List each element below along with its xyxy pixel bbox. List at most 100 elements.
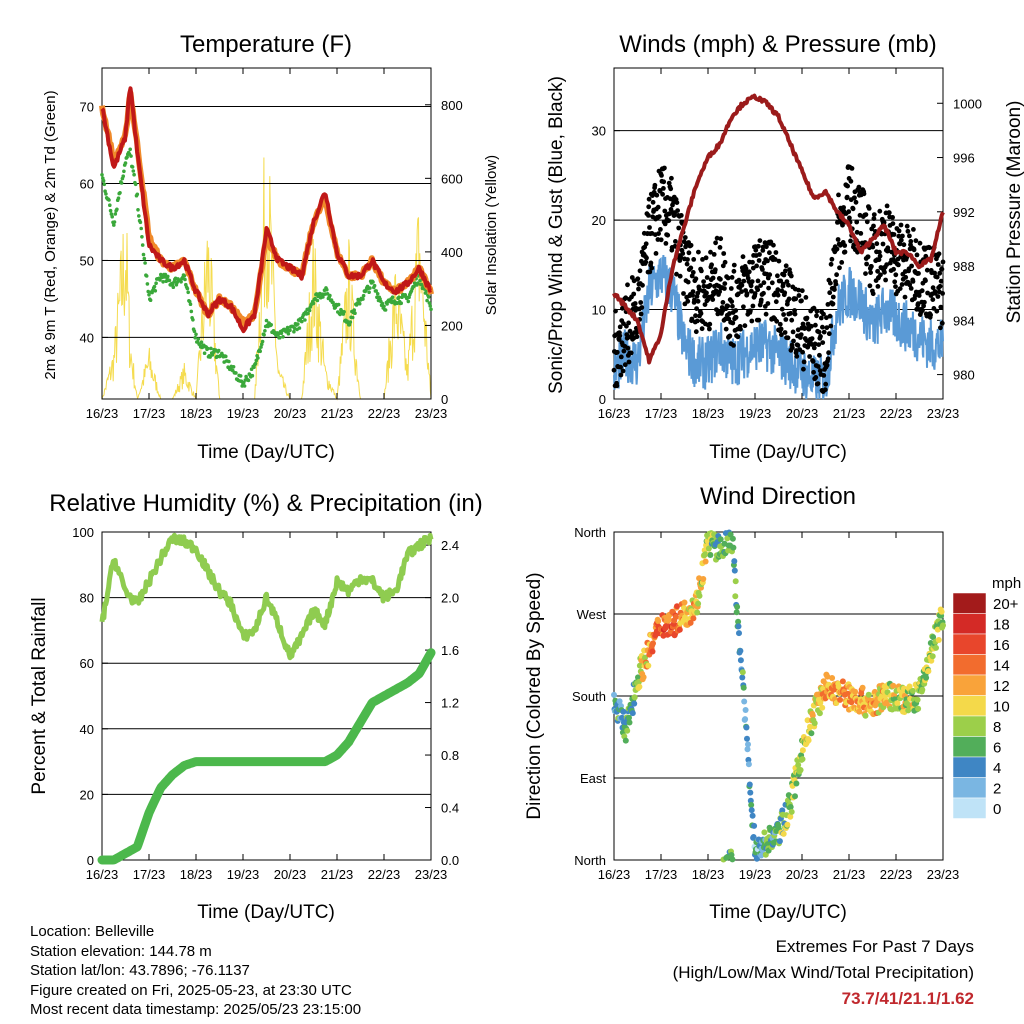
gust-point xyxy=(624,332,630,337)
gust-point xyxy=(779,306,785,312)
gust-point xyxy=(765,258,770,264)
dewpoint-point xyxy=(428,304,433,308)
y2-tick-label: 400 xyxy=(441,245,463,260)
dewpoint-point xyxy=(147,293,151,297)
direction-point xyxy=(707,552,714,558)
dewpoint-point xyxy=(208,355,212,359)
y2-tick-label: 0.8 xyxy=(441,748,459,763)
x-tick-label: 19/23 xyxy=(227,867,260,882)
gust-point xyxy=(758,297,764,303)
gust-point xyxy=(828,280,833,286)
y-tick-label: 60 xyxy=(80,176,94,191)
gust-point xyxy=(768,239,774,245)
gust-point xyxy=(939,320,945,326)
gust-point xyxy=(867,283,873,289)
gust-point xyxy=(626,359,632,365)
gust-point xyxy=(800,349,805,355)
x-tick-label: 22/23 xyxy=(368,406,401,421)
gust-point xyxy=(622,362,628,368)
direction-point xyxy=(624,727,631,734)
gust-point xyxy=(722,259,728,265)
gust-point xyxy=(814,308,820,314)
gust-point xyxy=(676,225,682,231)
x-tick-label: 16/23 xyxy=(598,406,631,421)
gust-point xyxy=(884,262,890,267)
direction-point xyxy=(859,684,866,691)
gust-point xyxy=(725,275,731,281)
dewpoint-point xyxy=(361,293,366,298)
gust-point xyxy=(820,340,826,345)
temperature-plot-area: 16/23 17/23 18/23 19/23 20/23 21/23 22/23 23/23… xyxy=(80,67,463,421)
gust-point xyxy=(842,249,848,255)
dewpoint-point xyxy=(142,256,147,261)
direction-point xyxy=(914,696,921,703)
gust-point xyxy=(828,261,834,267)
y-tick-label: 40 xyxy=(80,722,94,737)
dewpoint-point xyxy=(158,278,162,282)
gust-point xyxy=(614,383,620,389)
station-pressure-line xyxy=(612,93,945,365)
humidity-panel: Relative Humidity (%) & Precipitation (i… xyxy=(29,490,483,923)
station-elevation: Station elevation: 144.78 m xyxy=(30,942,212,960)
gust-point xyxy=(625,345,631,351)
gust-point xyxy=(731,262,737,268)
legend-swatch xyxy=(952,797,987,819)
gust-point xyxy=(659,173,664,178)
direction-point xyxy=(733,609,740,616)
gust-point xyxy=(846,209,852,215)
dewpoint-point xyxy=(191,318,195,322)
gust-point xyxy=(753,247,759,253)
total-rainfall-line xyxy=(97,648,436,865)
direction-point xyxy=(799,756,806,763)
gust-point xyxy=(870,244,876,250)
x-tick-label: 23/23 xyxy=(927,867,960,882)
gust-point xyxy=(830,301,836,307)
y2-tick-label: 984 xyxy=(953,313,975,328)
y2-tick-label: 1.6 xyxy=(441,643,459,658)
gust-point xyxy=(825,302,831,307)
direction-point xyxy=(804,717,811,724)
gust-point xyxy=(698,311,704,316)
relative-humidity-line xyxy=(99,532,434,661)
direction-point xyxy=(745,741,751,748)
gust-point xyxy=(796,293,802,298)
gust-point xyxy=(693,329,699,335)
y2-tick-label: 2.0 xyxy=(441,591,459,606)
dewpoint-point xyxy=(193,335,197,340)
dewpoint-point xyxy=(385,302,389,306)
gust-point xyxy=(714,235,720,241)
gust-point xyxy=(901,242,907,248)
gust-point xyxy=(717,289,722,295)
dewpoint-point xyxy=(425,298,429,303)
gust-point xyxy=(740,254,746,260)
gust-point xyxy=(668,186,674,192)
direction-point xyxy=(787,813,794,820)
gust-point xyxy=(775,287,781,293)
direction-point xyxy=(729,535,736,542)
gust-point xyxy=(617,333,623,339)
y2-tick-label: 980 xyxy=(953,368,975,383)
gust-point xyxy=(900,233,905,239)
y2-tick-label: 1.2 xyxy=(441,696,459,711)
direction-point xyxy=(737,647,744,654)
winds-ylabel: Sonic/Prop Wind & Gust (Blue, Black) xyxy=(546,76,567,394)
gust-point xyxy=(812,341,818,347)
legend-swatch xyxy=(952,592,987,614)
direction-point xyxy=(642,654,648,661)
direction-point xyxy=(635,674,641,681)
gust-point xyxy=(788,310,793,316)
gust-point xyxy=(769,280,775,286)
gust-point xyxy=(730,303,735,309)
dewpoint-point xyxy=(361,297,365,301)
winds-panel: Winds (mph) & Pressure (mb) Time (Day/UT… xyxy=(546,31,1024,463)
temperature-ylabel: 2m & 9m T (Red, Orange) & 2m Td (Green) xyxy=(42,90,59,379)
dewpoint-point xyxy=(137,214,141,218)
dewpoint-point xyxy=(103,189,107,193)
direction-point xyxy=(862,712,869,719)
dewpoint-point xyxy=(258,349,263,354)
gust-point xyxy=(638,311,644,317)
legend-swatch xyxy=(952,613,987,635)
direction-point xyxy=(905,707,912,714)
dewpoint-point xyxy=(238,374,243,378)
dewpoint-point xyxy=(297,326,302,330)
